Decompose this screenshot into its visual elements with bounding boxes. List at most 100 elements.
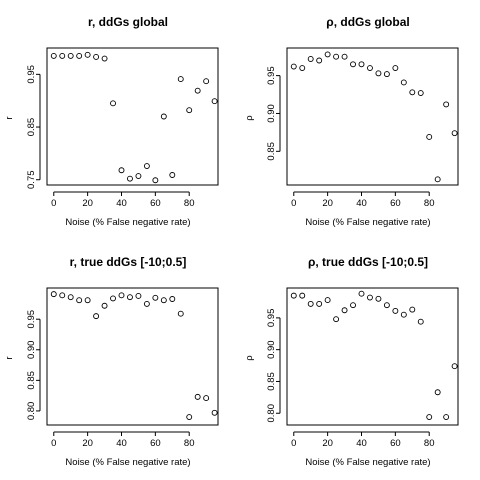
x-tick-label: 20 <box>82 438 93 449</box>
data-point <box>307 300 314 307</box>
data-point <box>143 163 150 169</box>
y-tick-label: 0.85 <box>26 371 37 390</box>
data-point <box>350 61 356 68</box>
x-tick-label: 80 <box>424 198 435 209</box>
x-tick-label: 40 <box>356 438 367 449</box>
data-point <box>194 87 201 94</box>
data-point <box>341 53 348 60</box>
y-axis-label: ρ <box>244 115 255 121</box>
x-tick-label: 60 <box>150 438 161 449</box>
x-tick-label: 60 <box>150 198 161 209</box>
data-point <box>101 302 108 309</box>
x-tick-label: 80 <box>184 438 195 449</box>
x-tick-label: 40 <box>116 438 127 449</box>
y-axis: 0.80 0.85 0.90 0.95 <box>26 310 41 420</box>
x-axis-label: Noise (% False negative rate) <box>305 217 430 228</box>
x-axis-label: Noise (% False negative rate) <box>65 457 190 468</box>
panel-title: ρ, ddGs global <box>326 15 409 29</box>
panel-title: r, ddGs global <box>88 15 168 29</box>
plot-frame <box>286 287 459 426</box>
x-axis-label: Noise (% False negative rate) <box>305 457 430 468</box>
data-point <box>186 414 193 421</box>
data-point <box>76 52 83 59</box>
data-point <box>324 297 331 304</box>
data-point <box>434 176 441 183</box>
y-tick-label: 0.90 <box>266 340 277 359</box>
y-tick-label: 0.95 <box>266 309 277 328</box>
data-point <box>375 70 382 77</box>
y-tick-label: 0.85 <box>266 142 277 161</box>
y-tick-label: 0.90 <box>26 341 37 360</box>
data-point <box>84 51 91 58</box>
data-point <box>367 65 373 72</box>
data-point <box>367 294 373 301</box>
data-point <box>160 297 167 304</box>
x-axis-label: Noise (% False negative rate) <box>65 217 190 228</box>
data-point <box>177 310 184 317</box>
y-tick-label: 0.80 <box>266 404 277 423</box>
data-point <box>76 297 83 304</box>
y-tick-label: 0.95 <box>26 310 37 329</box>
panel-rho-ddgs-global: ρ, ddGs global 0 20 40 60 80 0.85 0.90 0.95 No… <box>244 15 459 228</box>
x-tick-label: 80 <box>424 438 435 449</box>
data-point <box>135 293 142 299</box>
data-point <box>118 292 125 299</box>
y-tick-label: 0.85 <box>26 118 37 136</box>
data-point <box>417 90 424 96</box>
data-point <box>203 395 210 402</box>
x-tick-label: 40 <box>116 198 127 209</box>
plot-frame <box>46 47 219 186</box>
data-point <box>93 313 100 320</box>
data-point <box>324 51 331 58</box>
data-point <box>375 295 382 302</box>
data-point <box>333 53 340 60</box>
data-point <box>392 65 399 72</box>
y-tick-label: 0.85 <box>266 372 277 391</box>
data-point <box>211 409 218 416</box>
data-point <box>299 65 306 72</box>
data-point <box>50 291 57 298</box>
x-tick-label: 60 <box>390 198 401 209</box>
data-point <box>400 311 407 318</box>
data-point <box>383 302 390 309</box>
plot-frame <box>286 47 459 186</box>
x-tick-label: 80 <box>184 198 195 209</box>
x-tick-label: 40 <box>356 198 367 209</box>
data-point <box>451 363 458 370</box>
data-point <box>290 63 297 70</box>
data-point <box>160 113 167 120</box>
data-point <box>177 76 184 83</box>
data-point <box>316 57 323 64</box>
data-point <box>290 292 297 299</box>
y-axis: 0.80 0.85 0.90 0.95 <box>266 309 281 423</box>
data-point <box>50 52 57 59</box>
data-point <box>358 61 365 68</box>
x-axis: 0 20 40 60 80 <box>51 431 195 449</box>
data-point <box>67 294 74 301</box>
data-point <box>110 295 116 302</box>
data-point <box>358 290 365 297</box>
y-axis: 0.75 0.85 0.95 <box>26 65 41 189</box>
data-point <box>299 292 306 299</box>
panel-title: r, true ddGs [-10;0.5] <box>70 255 187 269</box>
x-tick-label: 20 <box>82 198 93 209</box>
marks <box>50 51 218 184</box>
data-point <box>127 175 133 182</box>
data-point <box>110 100 116 107</box>
panel-rho-true-ddgs: ρ, true ddGs [-10;0.5] 0 20 40 60 80 0.800.8… <box>244 255 459 468</box>
y-tick-label: 0.95 <box>266 66 277 85</box>
data-point <box>101 55 108 62</box>
data-point <box>152 177 159 184</box>
y-tick-label: 0.75 <box>26 170 37 189</box>
plot-frame <box>46 287 219 426</box>
data-point <box>434 389 441 396</box>
y-axis-label: r <box>4 116 15 119</box>
data-point <box>333 316 340 323</box>
x-tick-label: 0 <box>291 438 296 449</box>
data-point <box>118 167 125 174</box>
data-point <box>211 98 218 105</box>
x-tick-label: 0 <box>51 438 56 449</box>
data-point <box>307 56 314 62</box>
data-point <box>169 172 176 178</box>
